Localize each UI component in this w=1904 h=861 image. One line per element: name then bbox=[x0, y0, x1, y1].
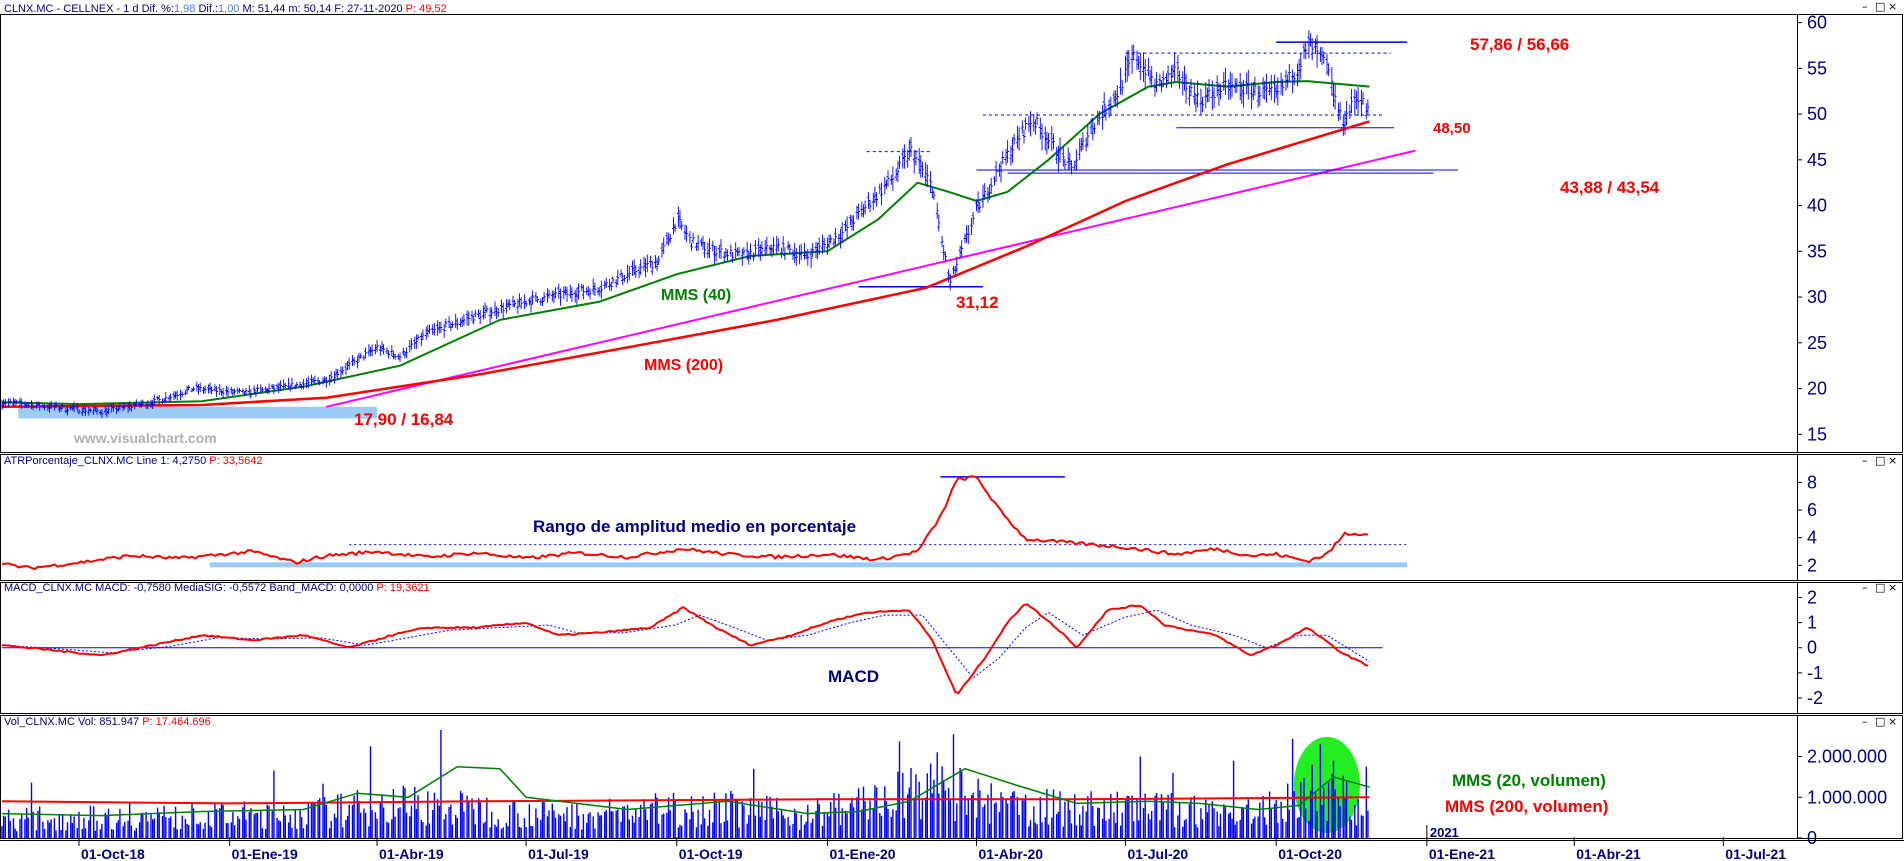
window-controls[interactable]: – □ ×– □ ×– □ ×– □ × bbox=[1862, 0, 1897, 728]
y-tick-label-macd: 2 bbox=[1807, 588, 1817, 608]
atr-panel-header: ATRPorcentaje_CLNX.MC Line 1: 4,2750 P: … bbox=[4, 455, 262, 467]
atr-line bbox=[1, 475, 1369, 571]
panel-frames bbox=[0, 0, 1904, 839]
y-tick-label-price: 15 bbox=[1807, 424, 1827, 444]
window-control-price-1[interactable]: □ bbox=[1875, 0, 1885, 13]
window-control-vol-1[interactable]: □ bbox=[1875, 715, 1885, 728]
label-17-90: 17,90 / 16,84 bbox=[354, 410, 454, 429]
y-tick-label-macd: -1 bbox=[1807, 663, 1823, 683]
window-control-atr-0[interactable]: – bbox=[1862, 454, 1868, 467]
header-bar bbox=[0, 0, 1904, 14]
price-bars bbox=[0, 30, 1370, 418]
watermark: www.visualchart.com bbox=[73, 430, 217, 446]
x-tick-label: 01-Jul-20 bbox=[1128, 846, 1189, 861]
price-panel-header: CLNX.MC - CELLNEX - 1 d Dif. %:1,98 Dif.… bbox=[4, 3, 447, 15]
y-tick-label-price: 50 bbox=[1807, 104, 1827, 124]
y-tick-label-macd: 0 bbox=[1807, 638, 1817, 658]
x-tick-label: 01-Abr-19 bbox=[379, 846, 444, 861]
volume-mms-200-line bbox=[1, 796, 1370, 805]
x-tick-label: 01-Oct-20 bbox=[1278, 846, 1342, 861]
x-tick-label: 01-Oct-19 bbox=[679, 846, 743, 861]
y-tick-label-price: 35 bbox=[1807, 241, 1827, 261]
panel-frame-price bbox=[0, 14, 1903, 453]
macd-panel: MACD bbox=[1, 603, 1383, 695]
window-control-vol-0[interactable]: – bbox=[1862, 715, 1868, 728]
label-volume-mms-200: MMS (200, volumen) bbox=[1445, 797, 1608, 816]
y-tick-label-volume: 2.000.000 bbox=[1807, 747, 1887, 767]
label-mms-40: MMS (40) bbox=[661, 287, 731, 304]
x-tick-label: 01-Ene-19 bbox=[232, 846, 298, 861]
mms-200-line bbox=[1, 120, 1370, 409]
y-tick-label-price: 60 bbox=[1807, 13, 1827, 33]
atr-panel: Rango de amplitud medio en porcentaje bbox=[1, 475, 1408, 571]
window-control-price-2[interactable]: × bbox=[1888, 0, 1897, 13]
panel-frame-vol bbox=[0, 715, 1903, 839]
x-tick-label: 01-Abr-21 bbox=[1576, 846, 1641, 861]
label-volume-mms-20: MMS (20, volumen) bbox=[1452, 771, 1606, 790]
y-tick-label-price: 20 bbox=[1807, 379, 1827, 399]
x-tick-label: 01-Oct-18 bbox=[81, 846, 145, 861]
price-panel: 57,86 / 56,66 48,50 43,88 / 43,54 31,12 17,9… bbox=[0, 30, 1660, 429]
volume-panel: MMS (20, volumen) MMS (200, volumen) bbox=[1, 730, 1608, 838]
label-mms-200: MMS (200) bbox=[644, 357, 723, 374]
window-control-macd-0[interactable]: – bbox=[1862, 581, 1868, 594]
y-tick-label-price: 25 bbox=[1807, 333, 1827, 353]
label-macd: MACD bbox=[828, 667, 879, 686]
support-band-17-90 bbox=[18, 406, 378, 419]
volume-mms-20-line bbox=[1, 765, 1370, 817]
label-atr: Rango de amplitud medio en porcentaje bbox=[533, 517, 856, 536]
window-control-atr-2[interactable]: × bbox=[1888, 454, 1897, 467]
y-tick-label-atr: 2 bbox=[1807, 555, 1817, 575]
volume-panel-header: Vol_CLNX.MC Vol: 851.947 P: 17.464.696 bbox=[4, 716, 211, 728]
volume-bars bbox=[1, 730, 1369, 838]
window-control-macd-2[interactable]: × bbox=[1888, 581, 1897, 594]
mms-40-line bbox=[1, 80, 1370, 406]
macd-panel-header: MACD_CLNX.MC MACD: -0,7580 MediaSIG: -0,… bbox=[4, 582, 430, 594]
y-axes: 15 20 25 30 35 40 45 50 55 60 2 4 6 8 2 1 0 -1 -2 0 1.000.00… bbox=[1797, 13, 1887, 848]
x-tick-label: 01-Jul-21 bbox=[1725, 846, 1786, 861]
window-control-vol-2[interactable]: × bbox=[1888, 715, 1897, 728]
macd-line bbox=[1, 603, 1369, 695]
x-tick-label: 01-Ene-20 bbox=[829, 846, 895, 861]
window-control-macd-1[interactable]: □ bbox=[1875, 581, 1885, 594]
y-tick-label-price: 55 bbox=[1807, 58, 1827, 78]
y-tick-label-volume: 1.000.000 bbox=[1807, 787, 1887, 807]
x-tick-label: 01-Abr-20 bbox=[978, 846, 1043, 861]
label-57-86: 57,86 / 56,66 bbox=[1470, 35, 1569, 54]
y-tick-label-volume: 0 bbox=[1807, 828, 1817, 848]
y-tick-label-atr: 4 bbox=[1807, 528, 1817, 548]
window-control-price-0[interactable]: – bbox=[1862, 0, 1868, 13]
x-tick-label: 01-Jul-19 bbox=[528, 846, 589, 861]
y-tick-label-macd: 1 bbox=[1807, 613, 1817, 633]
y-tick-label-price: 40 bbox=[1807, 196, 1827, 216]
y-tick-label-price: 30 bbox=[1807, 287, 1827, 307]
y-tick-label-atr: 6 bbox=[1807, 500, 1817, 520]
trendline bbox=[326, 149, 1416, 408]
x-tick-label: 01-Ene-21 bbox=[1429, 846, 1495, 861]
panel-frame-atr bbox=[0, 454, 1903, 581]
label-31-12: 31,12 bbox=[956, 293, 999, 312]
label-48-50: 48,50 bbox=[1433, 120, 1471, 137]
atr-band bbox=[209, 562, 1408, 568]
y-tick-label-price: 45 bbox=[1807, 150, 1827, 170]
year-marker-label: 2021 bbox=[1430, 825, 1459, 840]
y-tick-label-atr: 8 bbox=[1807, 472, 1817, 492]
label-43-88: 43,88 / 43,54 bbox=[1560, 178, 1660, 197]
x-axis: 01-Oct-18 01-Ene-19 01-Abr-19 01-Jul-19 01-O… bbox=[0, 825, 1904, 861]
y-tick-label-macd: -2 bbox=[1807, 688, 1823, 708]
window-control-atr-1[interactable]: □ bbox=[1875, 454, 1885, 467]
macd-signal-line bbox=[1, 609, 1370, 679]
panel-frame-macd bbox=[0, 582, 1903, 714]
